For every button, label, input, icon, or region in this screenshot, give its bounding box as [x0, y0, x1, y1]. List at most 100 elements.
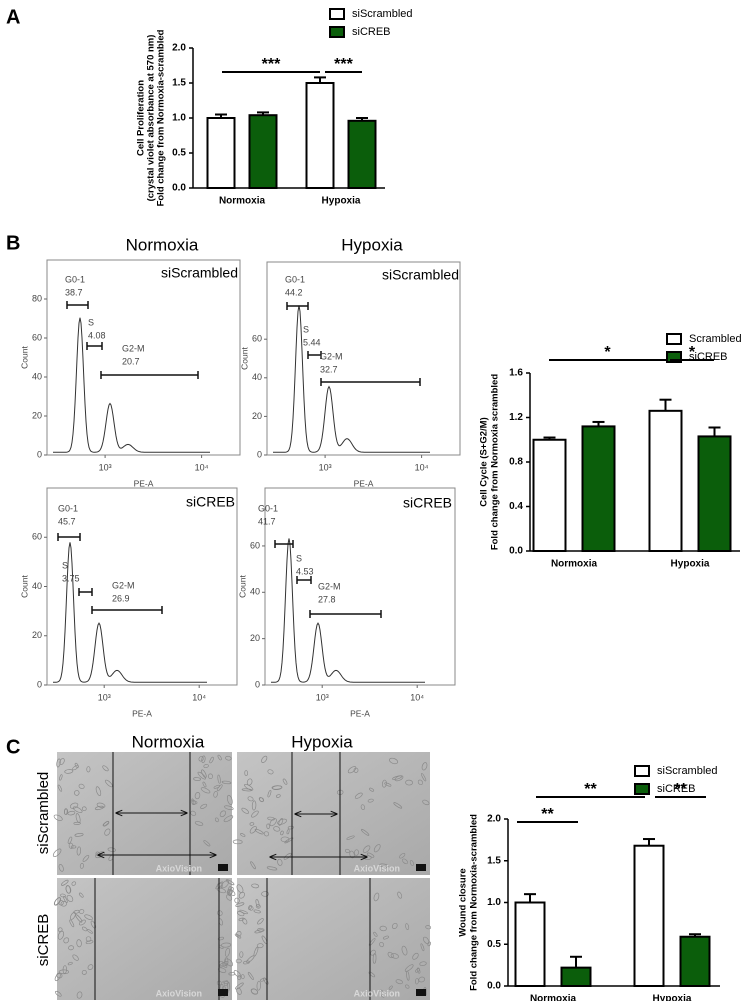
cell	[221, 780, 232, 785]
cell	[246, 955, 255, 964]
row-label: siScrambled	[35, 772, 52, 855]
legend-label: siScrambled	[657, 765, 718, 777]
legend-swatch	[634, 765, 650, 777]
cell	[280, 830, 284, 836]
cell	[217, 774, 221, 784]
cell	[401, 945, 408, 956]
cell	[85, 940, 94, 944]
gate-name: G0-1	[65, 274, 85, 284]
cell	[201, 769, 207, 778]
cell	[251, 800, 257, 811]
watermark: AxioVision	[156, 988, 202, 998]
legend-label: siScrambled	[352, 8, 413, 20]
cell	[271, 785, 283, 790]
cell	[87, 964, 94, 971]
cell	[381, 779, 387, 788]
cell	[75, 813, 81, 824]
legend-label: siCREB	[657, 783, 696, 795]
gate-name: G2-M	[112, 580, 135, 590]
cell	[255, 899, 260, 908]
cell	[102, 765, 109, 772]
cell	[379, 941, 384, 948]
gate-value: 44.2	[285, 287, 303, 297]
cell	[73, 909, 80, 914]
cell	[266, 866, 278, 871]
cell	[240, 833, 246, 837]
cell	[253, 909, 261, 914]
gate-name: S	[88, 317, 94, 327]
cell	[72, 806, 83, 813]
x-tick-label: 10³	[319, 462, 332, 472]
x-tick-label: Normoxia	[219, 196, 266, 207]
plot-label: siCREB	[403, 495, 452, 511]
y-tick-label: 1.2	[509, 412, 523, 423]
cell	[405, 923, 410, 930]
cell	[257, 927, 265, 932]
cell	[194, 792, 201, 800]
y-tick-label: 0	[37, 449, 42, 459]
column-header: Hypoxia	[291, 732, 353, 751]
cell	[235, 902, 245, 907]
y-tick-label: 1.5	[172, 78, 186, 89]
y-axis-label: Count	[239, 347, 249, 370]
cell	[276, 794, 281, 798]
cell	[258, 797, 264, 802]
cell	[57, 930, 65, 940]
bar	[633, 844, 665, 987]
gate-name: G0-1	[285, 274, 305, 284]
cell	[238, 891, 245, 899]
cell	[58, 969, 70, 975]
cell	[263, 831, 270, 837]
y-axis-label: Cell Proliferation	[136, 80, 147, 156]
cell	[81, 970, 87, 975]
cell	[226, 889, 233, 895]
cell	[237, 975, 242, 981]
cell	[104, 828, 111, 836]
legend-swatch	[329, 8, 345, 20]
cell	[222, 980, 229, 984]
cell	[420, 943, 425, 952]
cell	[379, 925, 387, 932]
cell	[73, 821, 81, 825]
cell	[104, 779, 113, 788]
cell	[347, 766, 357, 774]
cell	[69, 802, 79, 809]
y-tick-label: 1.0	[487, 897, 501, 908]
x-tick-label: Normoxia	[551, 559, 598, 570]
cell	[257, 918, 264, 925]
cell	[226, 794, 233, 806]
cell	[224, 958, 233, 967]
cell	[228, 887, 234, 896]
x-tick-label: 10³	[98, 692, 111, 702]
cell	[369, 787, 375, 792]
cell	[74, 833, 84, 837]
cell	[266, 823, 270, 829]
cell	[203, 764, 209, 768]
gate-name: S	[62, 560, 68, 570]
cell	[239, 951, 244, 958]
cell	[240, 974, 245, 980]
cell	[362, 845, 371, 853]
cell	[286, 829, 290, 835]
y-tick-label: 60	[250, 540, 260, 550]
scale-icon	[416, 864, 426, 871]
cell	[236, 884, 244, 893]
y-axis-label: Fold change from Normoxia-scrambled	[156, 29, 167, 206]
cell	[59, 774, 63, 781]
cell	[379, 863, 390, 868]
cell	[224, 805, 234, 811]
cell	[249, 822, 255, 826]
cell	[65, 885, 71, 894]
bar	[560, 966, 592, 988]
cell	[71, 881, 77, 886]
cell	[425, 925, 432, 930]
cell	[250, 988, 258, 995]
cell	[78, 919, 86, 926]
y-tick-label: 40	[32, 371, 42, 381]
cell	[60, 901, 67, 907]
cell	[417, 779, 423, 786]
cell	[370, 949, 376, 956]
cell	[234, 933, 242, 939]
cell	[72, 765, 79, 771]
cell	[390, 953, 399, 959]
